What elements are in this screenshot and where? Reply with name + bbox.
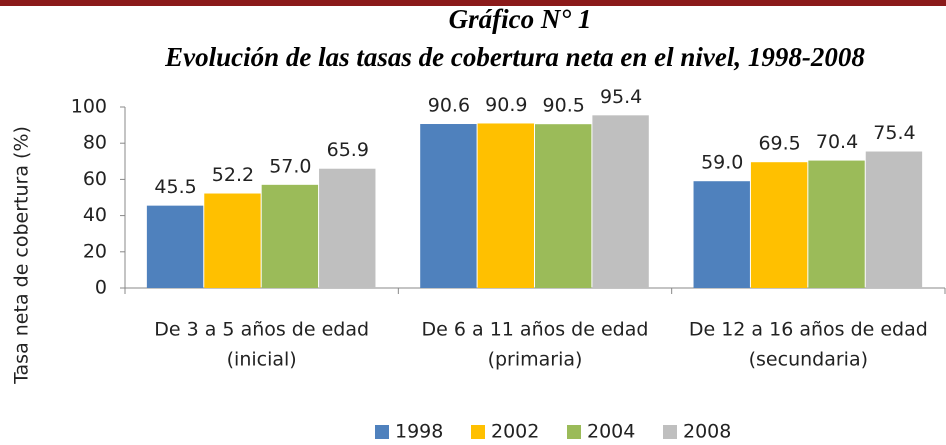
chart-title: Gráfico N° 1 bbox=[449, 4, 592, 34]
legend-swatch bbox=[567, 425, 581, 439]
y-axis-label: Tasa neta de cobertura (%) bbox=[11, 126, 33, 385]
x-tick-label: (primaria) bbox=[488, 349, 583, 371]
legend-swatch bbox=[471, 425, 485, 439]
x-tick-label: (inicial) bbox=[227, 349, 297, 371]
value-label: 75.4 bbox=[873, 122, 915, 144]
y-tick-label: 60 bbox=[83, 168, 107, 190]
y-tick-label: 40 bbox=[83, 204, 107, 226]
value-label: 69.5 bbox=[758, 133, 800, 155]
legend-label: 1998 bbox=[395, 421, 443, 443]
value-label: 59.0 bbox=[701, 152, 743, 174]
value-label: 52.2 bbox=[212, 164, 254, 186]
bar bbox=[146, 205, 204, 288]
value-label: 95.4 bbox=[600, 86, 642, 108]
value-label: 45.5 bbox=[154, 176, 196, 198]
bar bbox=[477, 123, 534, 288]
chart-subtitle: Evolución de las tasas de cobertura neta… bbox=[164, 42, 865, 72]
value-label: 57.0 bbox=[269, 155, 311, 177]
y-tick-label: 100 bbox=[71, 96, 107, 118]
x-tick-label: De 3 a 5 años de edad bbox=[154, 319, 369, 341]
value-label: 65.9 bbox=[327, 139, 369, 161]
y-tick-label: 80 bbox=[83, 132, 107, 154]
value-label: 70.4 bbox=[816, 131, 858, 153]
bar bbox=[808, 160, 865, 288]
bar bbox=[420, 124, 477, 288]
bar bbox=[535, 124, 592, 288]
top-band bbox=[0, 0, 946, 6]
y-tick-label: 20 bbox=[83, 240, 107, 262]
legend-swatch bbox=[375, 425, 389, 439]
bar bbox=[865, 151, 923, 288]
value-label: 90.5 bbox=[543, 95, 585, 117]
bar bbox=[750, 162, 808, 288]
bar bbox=[261, 184, 319, 288]
legend-label: 2002 bbox=[491, 421, 539, 443]
bar bbox=[693, 181, 750, 288]
bar bbox=[592, 115, 649, 289]
bar bbox=[204, 193, 261, 288]
legend-label: 2008 bbox=[683, 421, 731, 443]
value-label: 90.6 bbox=[428, 95, 470, 117]
legend-swatch bbox=[663, 425, 677, 439]
y-tick-label: 0 bbox=[95, 277, 107, 299]
legend-label: 2004 bbox=[587, 421, 635, 443]
x-tick-label: De 12 a 16 años de edad bbox=[689, 319, 928, 341]
bar bbox=[319, 168, 376, 288]
value-label: 90.9 bbox=[485, 94, 527, 116]
x-tick-label: De 6 a 11 años de edad bbox=[422, 319, 649, 341]
x-tick-label: (secundaria) bbox=[749, 349, 868, 371]
